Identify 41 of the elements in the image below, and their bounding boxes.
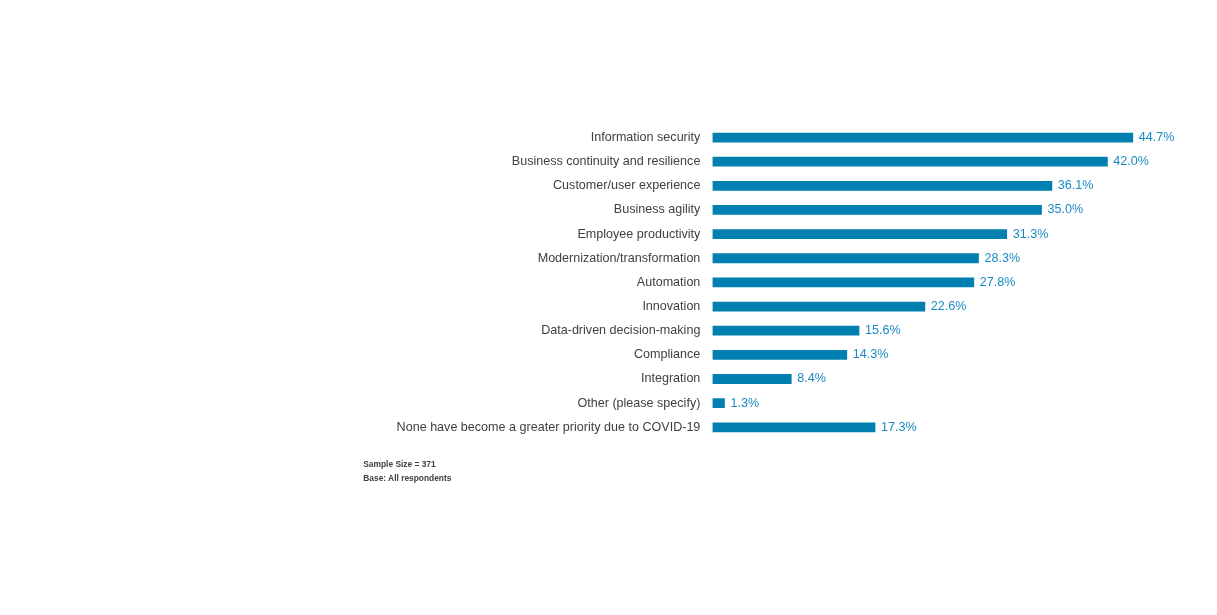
text: Base: All respondents (363, 472, 452, 483)
bar (712, 156, 1108, 167)
data-label: 35.0% (1047, 202, 1084, 217)
bar (712, 398, 725, 409)
data-label: 44.7% (1138, 130, 1175, 145)
data-label: 31.3% (1012, 226, 1049, 241)
y-tick-label: Business continuity and resilience (511, 154, 701, 169)
y-tick-label: Data-driven decision-making (541, 323, 701, 338)
data-label: 36.1% (1057, 178, 1094, 193)
y-tick-label: Integration (640, 371, 701, 386)
y-tick-label: Modernization/transformation (537, 250, 701, 265)
bar (712, 301, 926, 312)
data-label: 15.6% (864, 323, 901, 338)
data-label: 28.3% (984, 250, 1021, 265)
y-tick-label: Innovation (642, 299, 701, 314)
y-tick-label: Business agility (613, 202, 702, 217)
bar (712, 205, 1042, 215)
data-label: 17.3% (880, 419, 917, 434)
data-label: 22.6% (930, 299, 967, 314)
bar (712, 374, 792, 384)
data-label: 1.3% (730, 395, 760, 410)
bar (712, 277, 975, 288)
data-label: 27.8% (979, 274, 1016, 289)
bar (712, 325, 860, 336)
data-label: 14.3% (852, 347, 889, 362)
data-label: 42.0% (1113, 154, 1149, 169)
bar (712, 132, 1134, 143)
bar (712, 180, 1053, 191)
data-label: 8.4% (797, 371, 826, 386)
bar (712, 422, 876, 433)
y-tick-label: Customer/user experience (553, 178, 701, 193)
y-tick-label: Other (please specify) (577, 395, 701, 410)
y-tick-label: Compliance (634, 347, 701, 362)
y-tick-label: Information security (590, 130, 702, 145)
bar (712, 349, 848, 360)
bar (712, 229, 1008, 240)
y-tick-label: Automation (636, 274, 701, 289)
y-tick-label: None have become a greater priority due to COVID-19 (396, 419, 701, 434)
y-tick-label: Employee productivity (577, 226, 702, 241)
text: Sample Size = 371 (363, 458, 437, 469)
bar (712, 253, 979, 264)
